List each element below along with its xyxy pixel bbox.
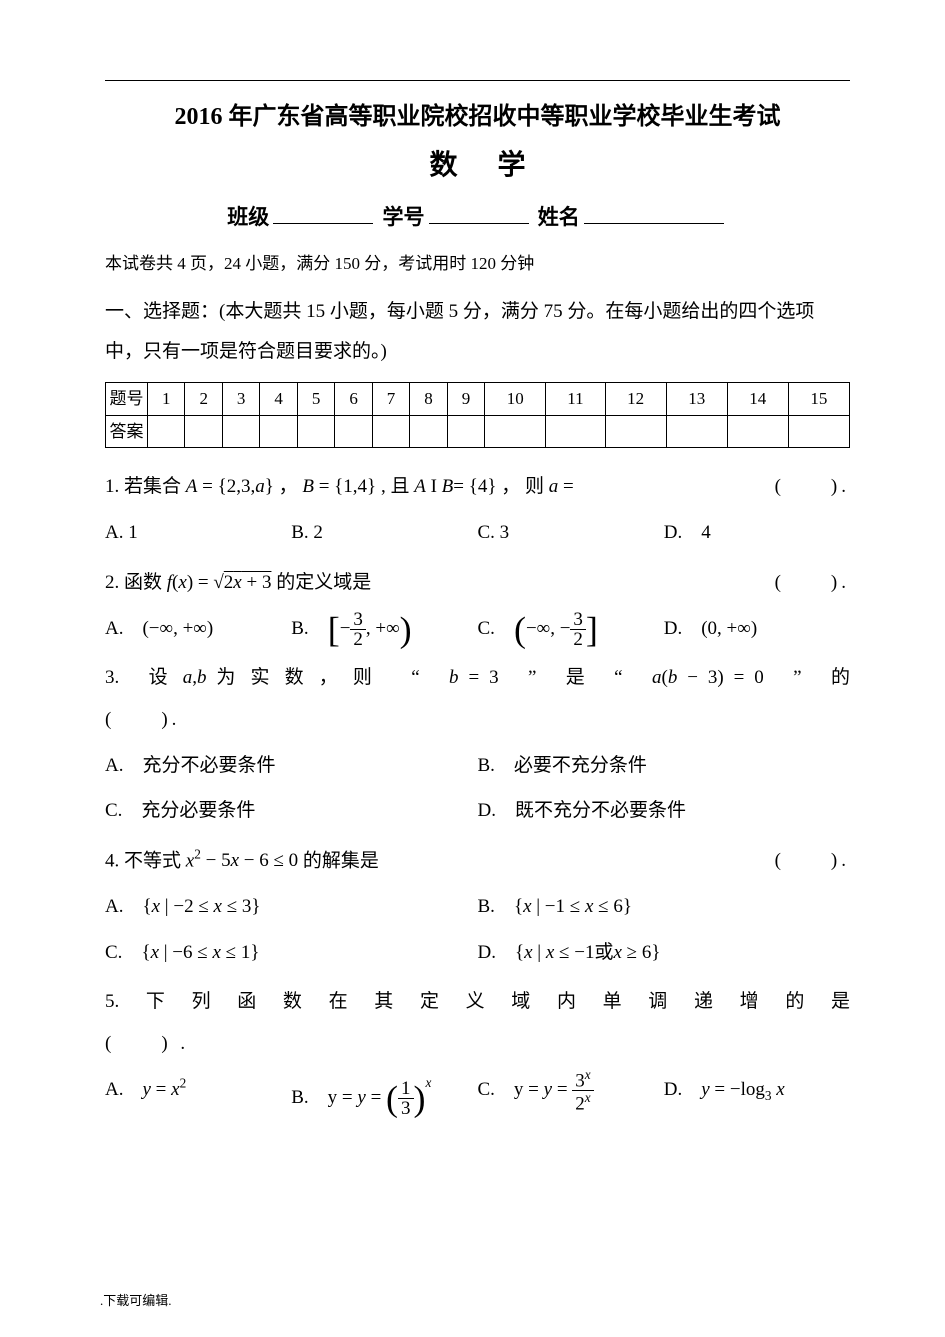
ans-14 bbox=[727, 415, 788, 448]
ans-7 bbox=[372, 415, 409, 448]
ans-10 bbox=[485, 415, 546, 448]
q5-stem: 5. 下 列 函 数 在 其 定 义 域 内 单 调 递 增 的 是 bbox=[105, 981, 850, 1023]
exam-meta: 本试卷共 4 页，24 小题，满分 150 分，考试用时 120 分钟 bbox=[105, 249, 850, 274]
col-6: 6 bbox=[335, 382, 372, 415]
col-7: 7 bbox=[372, 382, 409, 415]
section-1-header: 一、选择题：(本大题共 15 小题，每小题 5 分，满分 75 分。在每小题给出… bbox=[105, 292, 850, 372]
col-14: 14 bbox=[727, 382, 788, 415]
q3-paren: ( ). bbox=[105, 699, 850, 741]
col-2: 2 bbox=[185, 382, 222, 415]
q3-stem: 3. 设 a,b 为 实 数 ， 则 “ b = 3 ” 是 “ a(b − 3… bbox=[105, 657, 850, 699]
ans-6 bbox=[335, 415, 372, 448]
exam-title: 2016 年广东省高等职业院校招收中等职业学校毕业生考试 bbox=[105, 96, 850, 131]
ans-1 bbox=[148, 415, 185, 448]
ans-15 bbox=[788, 415, 849, 448]
id-label: 学号 bbox=[383, 205, 425, 229]
name-blank bbox=[584, 204, 724, 224]
col-3: 3 bbox=[222, 382, 259, 415]
exam-page: 2016 年广东省高等职业院校招收中等职业学校毕业生考试 数学 班级 学号 姓名… bbox=[0, 0, 945, 1146]
col-5: 5 bbox=[297, 382, 334, 415]
name-label: 姓名 bbox=[538, 205, 580, 229]
q3-opt-d: D. 既不充分不必要条件 bbox=[478, 788, 851, 834]
question-1: 1. 若集合 A = {2,3,a} ， B = {1,4} , 且 A I B… bbox=[105, 466, 850, 508]
answer-row: 答案 bbox=[106, 415, 850, 448]
col-10: 10 bbox=[485, 382, 546, 415]
class-blank bbox=[273, 204, 373, 224]
q3-opt-a: A. 充分不必要条件 bbox=[105, 743, 478, 789]
ans-9 bbox=[447, 415, 484, 448]
ans-3 bbox=[222, 415, 259, 448]
q1-stem: 1. 若集合 A = {2,3,a} ， B = {1,4} , 且 A I B… bbox=[105, 466, 775, 508]
q1-opt-a: A. 1 bbox=[105, 510, 291, 556]
question-4: 4. 不等式 x2 − 5x − 6 ≤ 0 的解集是 ( ). bbox=[105, 840, 850, 882]
q1-paren: ( ). bbox=[775, 466, 850, 508]
ans-4 bbox=[260, 415, 297, 448]
q4-opt-c: C. {x | −6 ≤ x ≤ 1} bbox=[105, 930, 478, 976]
answer-grid: 题号 1 2 3 4 5 6 7 8 9 10 11 12 13 14 15 答… bbox=[105, 382, 850, 449]
q3-opt-c: C. 充分必要条件 bbox=[105, 788, 478, 834]
q1-options: A. 1 B. 2 C. 3 D. 4 bbox=[105, 510, 850, 556]
question-3: 3. 设 a,b 为 实 数 ， 则 “ b = 3 ” 是 “ a(b − 3… bbox=[105, 657, 850, 741]
student-info-line: 班级 学号 姓名 bbox=[105, 201, 850, 231]
q4-stem: 4. 不等式 x2 − 5x − 6 ≤ 0 的解集是 bbox=[105, 840, 775, 882]
col-9: 9 bbox=[447, 382, 484, 415]
q1-opt-c: C. 3 bbox=[478, 510, 664, 556]
q5-options: A. y = x2 B. y = y = (13)x C. y = y = 3x… bbox=[105, 1067, 850, 1121]
q4-opt-a: A. {x | −2 ≤ x ≤ 3} bbox=[105, 884, 478, 930]
ans-2 bbox=[185, 415, 222, 448]
q2-paren: ( ). bbox=[775, 562, 850, 604]
col-1: 1 bbox=[148, 382, 185, 415]
col-11: 11 bbox=[546, 382, 605, 415]
ans-8 bbox=[410, 415, 447, 448]
q4-opt-d: D. {x | x ≤ −1或x ≥ 6} bbox=[478, 930, 851, 976]
q4-opt-b: B. {x | −1 ≤ x ≤ 6} bbox=[478, 884, 851, 930]
q3-options: A. 充分不必要条件 B. 必要不充分条件 C. 充分必要条件 D. 既不充分不… bbox=[105, 743, 850, 834]
q4-paren: ( ). bbox=[775, 840, 850, 882]
col-12: 12 bbox=[605, 382, 666, 415]
question-2: 2. 函数 f(x) = √2x + 3 的定义域是 ( ). bbox=[105, 562, 850, 604]
row-label-number: 题号 bbox=[106, 382, 148, 415]
q3-opt-b: B. 必要不充分条件 bbox=[478, 743, 851, 789]
question-5: 5. 下 列 函 数 在 其 定 义 域 内 单 调 递 增 的 是 ( ) . bbox=[105, 981, 850, 1065]
q2-stem: 2. 函数 f(x) = √2x + 3 的定义域是 bbox=[105, 562, 775, 604]
q2-options: A. (−∞, +∞) B. [−32, +∞) C. (−∞, −32] D.… bbox=[105, 606, 850, 652]
q2-opt-b: B. [−32, +∞) bbox=[291, 606, 477, 652]
col-8: 8 bbox=[410, 382, 447, 415]
ans-12 bbox=[605, 415, 666, 448]
col-4: 4 bbox=[260, 382, 297, 415]
q5-paren: ( ) . bbox=[105, 1023, 850, 1065]
ans-5 bbox=[297, 415, 334, 448]
ans-13 bbox=[666, 415, 727, 448]
row-label-answer: 答案 bbox=[106, 415, 148, 448]
col-15: 15 bbox=[788, 382, 849, 415]
q5-opt-a: A. y = x2 bbox=[105, 1067, 291, 1121]
ans-11 bbox=[546, 415, 605, 448]
q5-opt-d: D. y = −log3 x bbox=[664, 1067, 850, 1121]
q1-opt-b: B. 2 bbox=[291, 510, 477, 556]
col-13: 13 bbox=[666, 382, 727, 415]
subject-title: 数学 bbox=[105, 143, 850, 183]
q2-opt-d: D. (0, +∞) bbox=[664, 606, 850, 652]
q2-opt-c: C. (−∞, −32] bbox=[478, 606, 664, 652]
top-rule bbox=[105, 80, 850, 81]
page-footer: .下载可编辑. bbox=[100, 1290, 172, 1309]
q5-opt-b: B. y = y = (13)x bbox=[291, 1067, 477, 1121]
id-blank bbox=[429, 204, 529, 224]
class-label: 班级 bbox=[227, 205, 269, 229]
q2-opt-a: A. (−∞, +∞) bbox=[105, 606, 291, 652]
q4-options: A. {x | −2 ≤ x ≤ 3} B. {x | −1 ≤ x ≤ 6} … bbox=[105, 884, 850, 975]
q5-opt-c: C. y = y = 3x2x bbox=[478, 1067, 664, 1121]
q1-opt-d: D. 4 bbox=[664, 510, 850, 556]
header-row: 题号 1 2 3 4 5 6 7 8 9 10 11 12 13 14 15 bbox=[106, 382, 850, 415]
